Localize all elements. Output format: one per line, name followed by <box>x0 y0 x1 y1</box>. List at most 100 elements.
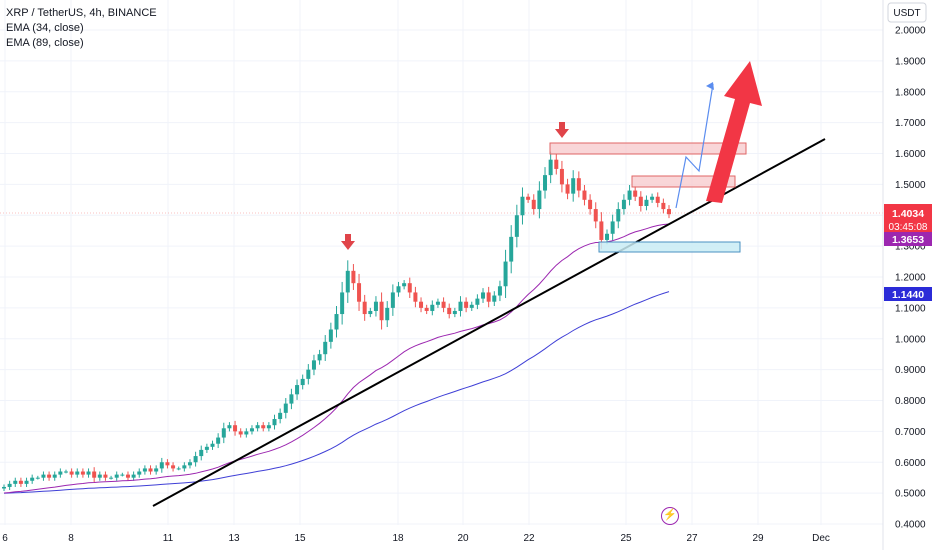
candle <box>385 307 390 321</box>
candle <box>131 474 136 478</box>
candle <box>187 462 192 466</box>
candle <box>300 378 305 386</box>
candle <box>509 236 514 262</box>
ema34-tag: 1.3653 <box>884 232 932 246</box>
price-tick-label: 1.9000 <box>895 56 926 67</box>
indicator-ema89[interactable]: EMA (89, close) <box>6 37 84 49</box>
time-axis-ticks: 6 8 11 13 15 18 20 22 25 27 29 Dec <box>2 533 830 544</box>
candle <box>323 341 328 355</box>
candle <box>165 462 170 466</box>
price-tick-label: 0.6000 <box>895 458 926 469</box>
candle <box>407 283 412 293</box>
candle <box>667 209 671 215</box>
candle <box>210 443 215 447</box>
candle <box>526 196 531 200</box>
candle <box>379 301 384 321</box>
candle <box>289 394 294 404</box>
time-tick-label: 18 <box>392 533 404 544</box>
candle <box>103 474 108 478</box>
time-tick-label: 20 <box>457 533 469 544</box>
lightning-icon[interactable]: ⚡ <box>661 507 679 525</box>
candle <box>2 486 6 489</box>
ema89-line <box>3 291 670 494</box>
symbol-title[interactable]: XRP / TetherUS, 4h, BINANCE <box>6 7 157 19</box>
candle <box>441 301 446 308</box>
down-arrow-1 <box>341 234 355 250</box>
price-tick-label: 0.5000 <box>895 489 926 500</box>
candle <box>633 190 638 197</box>
candle <box>621 199 626 210</box>
candle <box>120 474 125 476</box>
candle <box>238 431 243 435</box>
candle <box>80 471 85 475</box>
candle <box>576 178 581 191</box>
price-tick-label: 1.1000 <box>895 303 926 314</box>
candle <box>266 425 271 429</box>
candle <box>18 480 23 484</box>
time-tick-label: 6 <box>2 533 8 544</box>
candle <box>605 233 610 240</box>
candle <box>261 425 266 429</box>
time-tick-label: 29 <box>752 533 764 544</box>
price-tick-label: 1.2000 <box>895 273 926 284</box>
candle <box>159 462 164 469</box>
candle <box>249 428 254 432</box>
candle <box>317 354 322 361</box>
ema89-value: 1.1440 <box>892 289 924 301</box>
candle <box>47 474 52 478</box>
currency-badge-box <box>887 2 927 23</box>
time-tick-label: 8 <box>68 533 74 544</box>
price-tick-label: 1.5000 <box>895 180 926 191</box>
candle <box>114 474 119 478</box>
candle <box>97 474 102 478</box>
candle <box>233 425 238 432</box>
price-tick-label: 0.9000 <box>895 365 926 376</box>
candle <box>520 196 525 216</box>
candle <box>396 286 401 293</box>
resistance-zone-mid <box>631 175 736 188</box>
candle <box>565 184 570 194</box>
candle <box>554 159 559 169</box>
candle <box>419 301 424 308</box>
candle <box>469 304 474 308</box>
candle <box>503 261 508 287</box>
ema89-tag: 1.1440 <box>884 287 932 301</box>
candle <box>650 196 655 200</box>
candle <box>492 295 497 302</box>
time-tick-label: 27 <box>686 533 698 544</box>
price-tick-label: 1.7000 <box>895 118 926 129</box>
candle <box>368 310 373 315</box>
candle <box>30 477 35 481</box>
candle <box>616 209 621 222</box>
price-tick-label: 1.8000 <box>895 87 926 98</box>
candle <box>531 199 536 210</box>
time-tick-label: 15 <box>294 533 306 544</box>
chart-grid <box>0 0 883 525</box>
price-tick-label: 1.0000 <box>895 334 926 345</box>
candle-countdown: 03:45:08 <box>889 222 928 233</box>
projection-arrowhead <box>706 82 714 90</box>
candle <box>92 471 97 478</box>
candle <box>571 178 576 194</box>
candle <box>481 292 486 299</box>
time-tick-label: 11 <box>163 533 174 544</box>
candle <box>295 385 300 395</box>
candle <box>176 468 181 470</box>
candle <box>390 292 395 308</box>
candle <box>41 474 46 478</box>
candle <box>357 283 362 302</box>
candle <box>216 437 221 444</box>
candle <box>340 292 345 315</box>
candle <box>109 477 114 479</box>
candle <box>193 456 198 463</box>
candle <box>52 474 57 478</box>
candle <box>559 168 564 185</box>
last-price-value: 1.4034 <box>892 208 924 220</box>
candle <box>311 360 316 370</box>
candle <box>204 446 209 450</box>
indicator-ema34[interactable]: EMA (34, close) <box>6 22 84 34</box>
price-tick-label: 1.6000 <box>895 149 926 160</box>
candle <box>227 425 232 429</box>
currency-badge[interactable]: USDT <box>893 8 920 19</box>
